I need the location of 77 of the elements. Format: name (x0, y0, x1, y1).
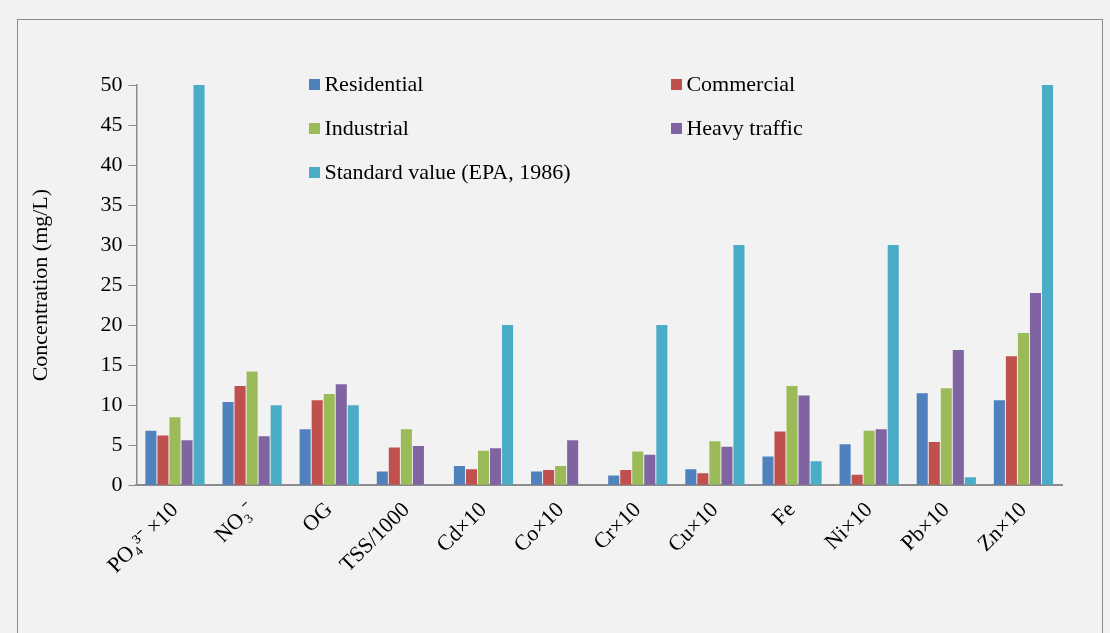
bar (709, 441, 721, 485)
bar (193, 85, 205, 485)
bar (786, 385, 798, 485)
legend-label: Standard value (EPA, 1986) (324, 159, 571, 185)
bar (940, 388, 952, 485)
legend-label: Heavy traffic (686, 115, 803, 141)
bar (863, 430, 875, 485)
bar (311, 400, 323, 485)
bar (721, 446, 733, 485)
bar (656, 325, 668, 485)
y-tick-label: 20 (100, 310, 123, 336)
bar (851, 474, 863, 485)
bar (993, 400, 1005, 485)
bar (632, 451, 644, 485)
bar (347, 405, 359, 485)
bar (181, 440, 193, 485)
bar (157, 435, 169, 485)
y-tick-label: 0 (111, 470, 123, 496)
bar (335, 384, 347, 485)
bar (502, 325, 514, 485)
bar (412, 445, 424, 485)
bar (246, 371, 258, 485)
legend-label: Industrial (324, 115, 409, 141)
bar (952, 349, 964, 485)
bar (258, 436, 270, 485)
bar (465, 469, 477, 485)
bar (376, 471, 388, 485)
bar (299, 429, 311, 485)
y-tick-label: 5 (111, 430, 123, 456)
bar (145, 430, 157, 485)
legend-label: Residential (324, 71, 424, 97)
bar (608, 475, 620, 485)
bar (1005, 356, 1017, 485)
bar (1029, 293, 1041, 485)
bar (964, 477, 976, 485)
bar (1017, 333, 1029, 485)
bar (887, 245, 899, 485)
bar (222, 401, 234, 485)
bar (490, 448, 502, 485)
bar (531, 471, 543, 485)
bar (169, 417, 181, 485)
bar (1041, 85, 1054, 485)
bar (270, 405, 282, 485)
y-tick-label: 45 (100, 110, 123, 136)
y-tick-label: 50 (100, 70, 123, 96)
bar (685, 469, 697, 485)
bar (798, 395, 810, 485)
bar (400, 429, 412, 485)
y-tick-label: 35 (100, 190, 123, 216)
bar (810, 461, 822, 485)
y-tick-label: 15 (100, 350, 123, 376)
bar (644, 454, 656, 485)
bar (774, 431, 786, 485)
bar (916, 393, 928, 485)
bar (839, 444, 851, 485)
x-tick-label: Fe (766, 496, 800, 530)
y-tick-label: 30 (100, 230, 123, 256)
bar (875, 429, 887, 485)
bar (543, 469, 555, 485)
bar (323, 393, 335, 485)
bar (697, 473, 709, 485)
y-tick-label: 10 (100, 390, 123, 416)
bar (234, 385, 246, 485)
bar (477, 450, 490, 485)
y-axis-title: Concentration (mg/L) (26, 188, 52, 382)
bar (567, 440, 579, 485)
bar (620, 469, 632, 485)
bar (555, 465, 567, 485)
x-tick-label: OG (296, 496, 337, 537)
bar (733, 245, 745, 485)
legend-label: Commercial (686, 71, 796, 97)
bar (928, 441, 940, 485)
bar (453, 465, 465, 485)
bar (762, 456, 774, 485)
y-tick-label: 40 (100, 150, 123, 176)
bar (388, 447, 400, 485)
y-tick-label: 25 (100, 270, 123, 296)
